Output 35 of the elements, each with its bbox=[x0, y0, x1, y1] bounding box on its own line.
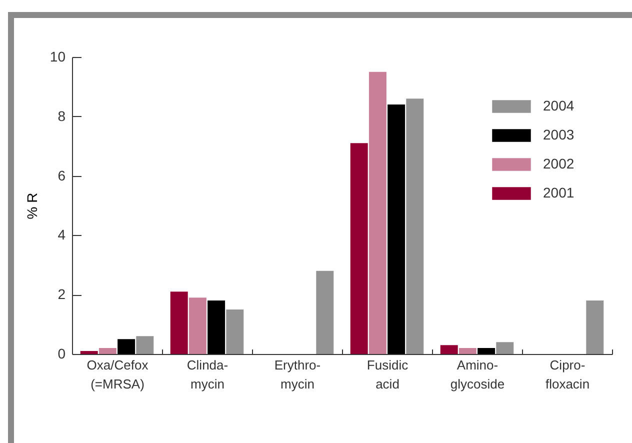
bar bbox=[316, 270, 334, 354]
x-tick-label: Cipro- floxacin bbox=[545, 358, 590, 392]
bar bbox=[458, 348, 476, 354]
bar bbox=[496, 342, 514, 354]
y-axis-title: % R bbox=[24, 192, 40, 220]
y-tick-label: 6 bbox=[58, 167, 66, 184]
x-tick-label: Fusidic acid bbox=[366, 358, 409, 392]
x-tick-label: Amino- glycoside bbox=[450, 358, 505, 392]
bar bbox=[350, 143, 368, 354]
legend-label: 2001 bbox=[543, 184, 574, 200]
legend-label: 2003 bbox=[543, 126, 574, 142]
bar bbox=[440, 345, 458, 354]
x-tick-label: Clinda- mycin bbox=[186, 358, 228, 392]
bar bbox=[136, 336, 154, 354]
bar bbox=[208, 300, 226, 354]
bar bbox=[478, 348, 496, 354]
bar bbox=[118, 339, 136, 354]
x-tick-label: Oxa/Cefox (=MRSA) bbox=[86, 358, 149, 392]
y-tick-label: 4 bbox=[58, 226, 66, 243]
bar bbox=[388, 104, 406, 354]
bar bbox=[98, 348, 116, 354]
bar bbox=[368, 72, 386, 354]
y-tick-label: 8 bbox=[58, 108, 66, 124]
bar bbox=[188, 298, 206, 354]
bar bbox=[226, 309, 244, 354]
y-tick-label: 0 bbox=[58, 346, 66, 362]
bar bbox=[80, 351, 98, 354]
bar bbox=[406, 98, 424, 354]
bar bbox=[586, 300, 604, 354]
legend-label: 2004 bbox=[543, 98, 574, 114]
y-tick-label: 10 bbox=[50, 48, 66, 64]
bar bbox=[170, 292, 188, 354]
x-tick-label: Erythro- mycin bbox=[274, 358, 321, 392]
y-tick-label: 2 bbox=[58, 286, 66, 302]
legend-label: 2002 bbox=[543, 156, 574, 172]
